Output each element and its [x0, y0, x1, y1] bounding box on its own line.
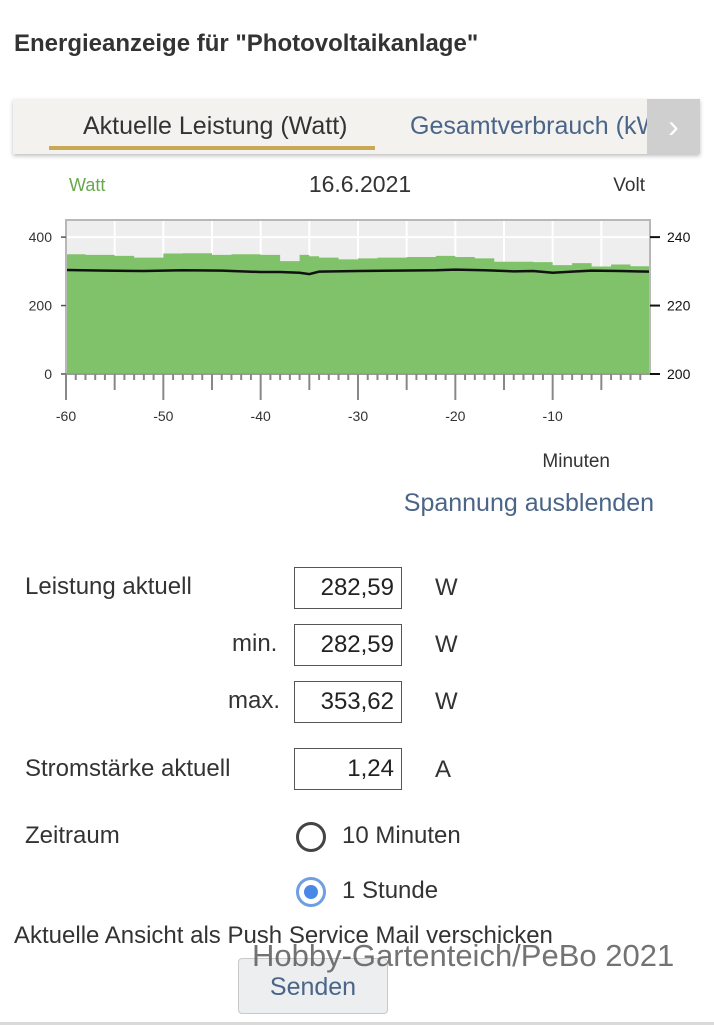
right-axis-label: Volt [613, 175, 645, 196]
active-tab-indicator [49, 146, 375, 150]
x-tick-label: -50 [153, 408, 173, 424]
tab-current-power[interactable]: Aktuelle Leistung (Watt) [83, 112, 348, 140]
x-tick-label: -10 [543, 408, 563, 424]
y-tick-label-left: 0 [44, 366, 52, 382]
y-tick-label-right: 220 [667, 298, 691, 314]
power-unit: W [435, 574, 458, 601]
y-tick-label-left: 200 [29, 298, 53, 314]
power-chart-svg: Watt 16.6.2021 Volt Minuten 0 200 400 200 22… [29, 171, 691, 472]
y-tick-label-right: 200 [667, 366, 691, 382]
max-label: max. [228, 687, 281, 714]
y-tick-label-left: 400 [29, 229, 53, 245]
left-axis-label: Watt [69, 175, 105, 195]
chart-date: 16.6.2021 [309, 171, 411, 197]
x-tick-label: -40 [251, 408, 271, 424]
power-label: Leistung aktuell [25, 573, 192, 600]
min-label: min. [232, 630, 278, 657]
series-volt-line [65, 268, 651, 276]
send-button[interactable]: Senden [238, 958, 388, 1014]
radio-1-hour[interactable] [296, 877, 326, 907]
series-watt-area [66, 253, 650, 374]
current-value-field: 1,24 [294, 748, 402, 790]
radio-1-hour-label[interactable]: 1 Stunde [342, 877, 439, 904]
min-value-field: 282,59 [294, 624, 402, 666]
toggle-voltage-link[interactable]: Spannung ausblenden [403, 489, 654, 517]
tab-total-consumption[interactable]: Gesamtverbrauch (kWh) [410, 112, 683, 140]
push-mail-text: Aktuelle Ansicht als Push Service Mail v… [14, 922, 553, 949]
y-tick-label-right: 240 [667, 229, 691, 245]
radio-10-minutes-label[interactable]: 10 Minuten [342, 822, 461, 849]
bottom-divider [0, 1022, 714, 1025]
power-chart: Watt 16.6.2021 Volt Minuten 0 200 400 200 22… [0, 160, 714, 480]
radio-10-minutes[interactable] [296, 822, 326, 852]
page-title: Energieanzeige für "Photovoltaikanlage" [14, 30, 479, 57]
x-tick-label: -60 [56, 408, 76, 424]
current-label: Stromstärke aktuell [25, 755, 231, 782]
x-tick-label: -30 [348, 408, 368, 424]
timerange-label: Zeitraum [25, 822, 120, 849]
min-unit: W [435, 631, 458, 658]
current-unit: A [435, 756, 452, 783]
x-axis-label: Minuten [542, 451, 610, 472]
watermark: Hobby-Gartenteich/PeBo 2021 [252, 938, 675, 973]
max-unit: W [435, 688, 458, 715]
x-tick-label: -20 [445, 408, 465, 424]
tab-bar: Aktuelle Leistung (Watt) Gesamtverbrauch… [13, 99, 700, 154]
power-value-field: 282,59 [294, 567, 402, 609]
tab-scroll-right-button[interactable]: › [647, 99, 700, 154]
chevron-right-icon: › [668, 108, 679, 144]
max-value-field: 353,62 [294, 681, 402, 723]
